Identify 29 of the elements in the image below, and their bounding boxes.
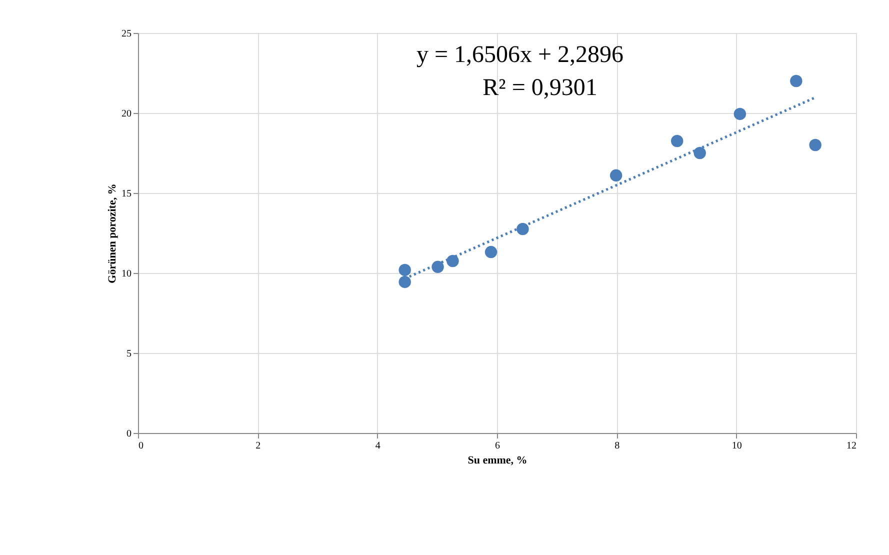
point	[398, 264, 411, 276]
annotation: R² = 0,9301	[482, 75, 598, 101]
point	[398, 276, 411, 288]
point	[516, 222, 529, 236]
annotation: y = 1,6506x + 2,2896	[416, 42, 624, 68]
point	[694, 146, 706, 160]
point	[734, 108, 746, 120]
x-tick-label: 2	[256, 440, 261, 452]
y-axis-title: Görünen porozite, %	[106, 184, 118, 284]
y-tick-label: 0	[126, 428, 132, 440]
point	[432, 260, 444, 274]
y-tick-label: 15	[122, 188, 132, 200]
point	[809, 138, 822, 152]
x-tick-label: 8	[614, 440, 620, 452]
x-tick-label: 4	[375, 440, 380, 452]
x-tick-label: 6	[495, 440, 500, 452]
point	[446, 254, 459, 268]
x-tick-label: 10	[732, 440, 742, 452]
y-tick-label: 20	[122, 108, 132, 120]
point	[484, 246, 498, 258]
y-tick-label: 10	[122, 268, 132, 280]
x-tick-label: 12	[846, 440, 856, 452]
point	[610, 169, 622, 182]
point	[670, 134, 684, 148]
x-axis-title: Su emme, %	[468, 454, 528, 466]
point	[790, 74, 802, 88]
y-tick-label: 25	[122, 28, 132, 40]
y-tick-label: 5	[126, 348, 132, 360]
x-tick-label: 0	[138, 440, 144, 452]
